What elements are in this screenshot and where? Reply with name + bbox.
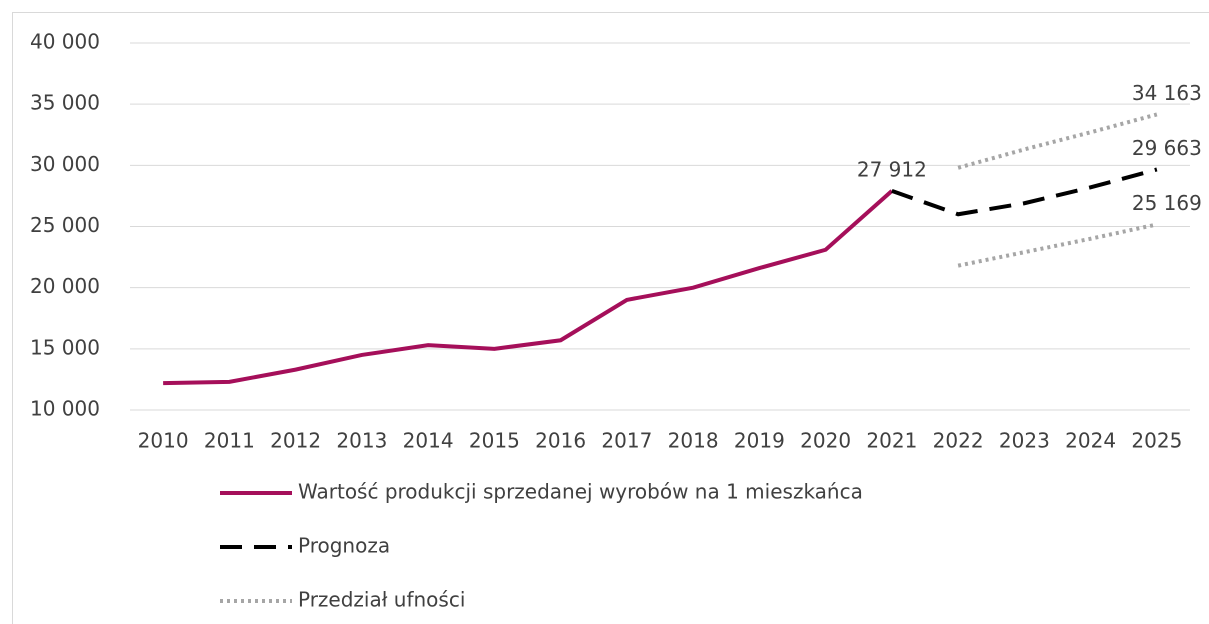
line xyxy=(957,112,1158,170)
data-label: 27 912 xyxy=(857,157,927,181)
line xyxy=(891,167,1158,217)
x-tick-label: 2022 xyxy=(933,429,984,453)
y-tick-label: 10 000 xyxy=(30,397,100,421)
line-lower xyxy=(957,222,1158,268)
y-tick-label: 40 000 xyxy=(30,30,100,54)
x-tick-label: 2011 xyxy=(204,429,255,453)
x-tick-label: 2010 xyxy=(138,429,189,453)
y-tick-label: 30 000 xyxy=(30,152,100,176)
legend-label: Przedział ufności xyxy=(298,588,465,612)
legend-label: Wartość produkcji sprzedanej wyrobów na … xyxy=(298,480,863,504)
y-tick-label: 20 000 xyxy=(30,274,100,298)
x-tick-label: 2020 xyxy=(800,429,851,453)
x-tick-label: 2019 xyxy=(734,429,785,453)
legend-label: Prognoza xyxy=(298,534,390,558)
x-tick-label: 2024 xyxy=(1065,429,1116,453)
x-tick-label: 2012 xyxy=(270,429,321,453)
x-tick-label: 2017 xyxy=(601,429,652,453)
line xyxy=(163,189,894,386)
x-tick-label: 2013 xyxy=(336,429,387,453)
y-tick-label: 35 000 xyxy=(30,91,100,115)
chart-frame xyxy=(12,12,1209,624)
data-label: 29 663 xyxy=(1132,136,1202,160)
y-tick-label: 15 000 xyxy=(30,335,100,359)
x-tick-label: 2025 xyxy=(1131,429,1182,453)
x-tick-label: 2018 xyxy=(668,429,719,453)
data-label: 25 169 xyxy=(1132,191,1202,215)
x-tick-label: 2023 xyxy=(999,429,1050,453)
x-tick-label: 2015 xyxy=(469,429,520,453)
x-tick-label: 2014 xyxy=(403,429,454,453)
x-tick-label: 2016 xyxy=(535,429,586,453)
y-tick-label: 25 000 xyxy=(30,213,100,237)
data-label: 34 163 xyxy=(1132,81,1202,105)
x-tick-label: 2021 xyxy=(866,429,917,453)
